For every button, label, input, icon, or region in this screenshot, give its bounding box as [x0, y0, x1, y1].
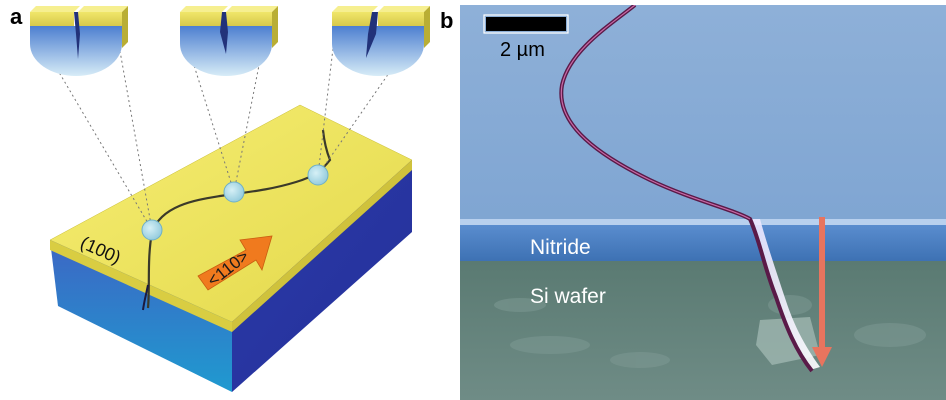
crack-subsurface	[142, 284, 149, 311]
sem-surface	[460, 5, 946, 229]
marker-1	[141, 219, 163, 241]
inset-crack-3	[332, 6, 430, 76]
direction-arrow	[197, 235, 273, 291]
propagation-arrow-head	[812, 347, 832, 367]
scale-bar	[486, 17, 566, 31]
marker-2	[223, 181, 245, 203]
marker-3	[307, 164, 329, 186]
sem-nitride-edge	[460, 219, 946, 225]
crack-cross-section	[748, 219, 820, 370]
panel-a-diagram: (100) <110>	[30, 6, 430, 392]
scale-bar-outline	[483, 14, 569, 34]
sem-image: 2 µm Nitride Si wafer	[460, 5, 946, 400]
inset-crack-2	[180, 6, 278, 76]
layer-edge-front	[50, 240, 232, 332]
block-right-face	[232, 160, 412, 392]
panel-b-letter: b	[440, 8, 454, 33]
crack-line	[146, 129, 332, 309]
sem-nitride-layer	[460, 223, 946, 263]
scale-bar-label: 2 µm	[500, 39, 545, 61]
block-front-face	[50, 240, 232, 392]
si-wafer-label: Si wafer	[530, 285, 606, 308]
nitride-label: Nitride	[530, 236, 591, 259]
inset-crack-1	[30, 6, 128, 76]
panel-a-letter: a	[10, 4, 23, 29]
callout-lines	[39, 39, 413, 231]
layer-edge-right	[232, 160, 412, 332]
crack-surface-highlight	[560, 5, 751, 220]
